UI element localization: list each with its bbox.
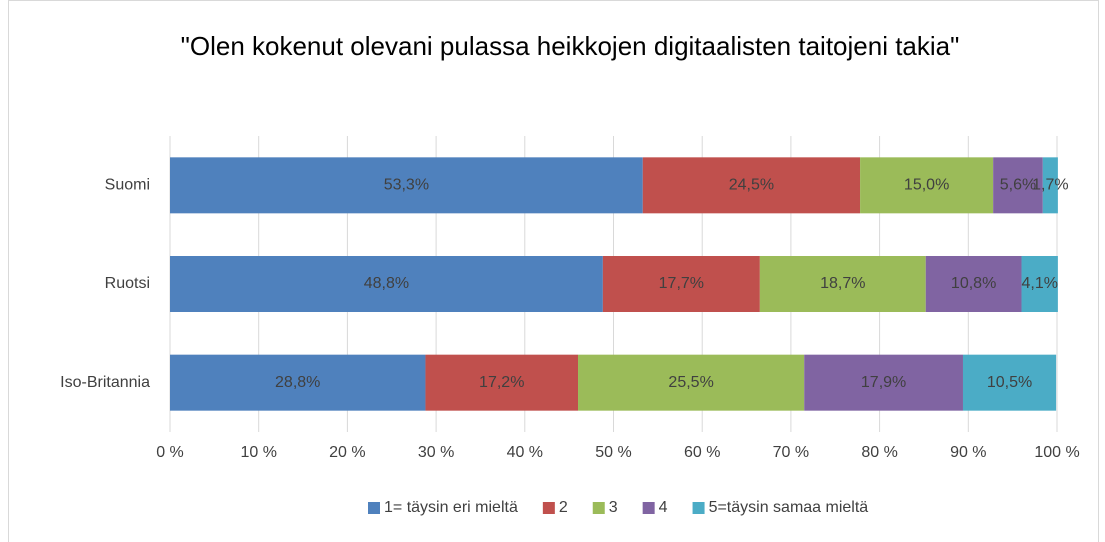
legend-label: 2 bbox=[559, 499, 568, 516]
data-label: 48,8% bbox=[364, 275, 409, 292]
bar-segment bbox=[925, 256, 1022, 312]
data-label: 15,0% bbox=[904, 177, 949, 194]
x-tick-label: 60 % bbox=[684, 444, 720, 461]
legend-swatch bbox=[642, 502, 655, 514]
chart-border bbox=[8, 0, 1099, 542]
x-tick-label: 40 % bbox=[507, 444, 543, 461]
x-tick-label: 10 % bbox=[240, 444, 276, 461]
x-tick-label: 50 % bbox=[595, 444, 631, 461]
x-tick-label: 0 % bbox=[156, 444, 184, 461]
legend-swatch bbox=[542, 502, 555, 514]
bar-segment bbox=[1042, 157, 1058, 214]
legend-label: 4 bbox=[659, 499, 668, 516]
chart-title: "Olen kokenut olevani pulassa heikkojen … bbox=[180, 31, 960, 61]
bar-segment bbox=[860, 157, 994, 214]
y-tick-label: Iso-Britannia bbox=[60, 374, 150, 391]
y-tick-label: Suomi bbox=[105, 177, 150, 194]
y-tick-label: Ruotsi bbox=[105, 275, 150, 292]
data-label: 10,8% bbox=[951, 275, 996, 292]
data-label: 24,5% bbox=[729, 177, 774, 194]
data-label: 28,8% bbox=[275, 374, 320, 391]
x-tick-label: 80 % bbox=[861, 444, 897, 461]
bar-segment bbox=[170, 157, 643, 214]
bar-segment bbox=[962, 354, 1057, 411]
legend-label: 3 bbox=[609, 499, 618, 516]
data-label: 17,9% bbox=[861, 374, 906, 391]
bar-segment bbox=[425, 354, 579, 411]
x-tick-label: 20 % bbox=[329, 444, 365, 461]
data-label: 1,7% bbox=[1032, 177, 1068, 194]
data-label: 4,1% bbox=[1021, 275, 1057, 292]
bar-segment bbox=[993, 157, 1043, 214]
bar-segment bbox=[642, 157, 861, 214]
data-label: 10,5% bbox=[987, 374, 1032, 391]
bar-segment bbox=[602, 256, 760, 312]
legend-swatch bbox=[692, 502, 705, 514]
bar-segment bbox=[804, 354, 963, 411]
data-label: 53,3% bbox=[384, 177, 429, 194]
bar-segment bbox=[170, 354, 426, 411]
bar-segment bbox=[170, 256, 603, 312]
bar-segment bbox=[1021, 256, 1058, 312]
x-tick-label: 90 % bbox=[950, 444, 986, 461]
data-label: 5,6% bbox=[1000, 177, 1036, 194]
legend-label: 5=täysin samaa mieltä bbox=[709, 499, 869, 516]
bar-segment bbox=[578, 354, 805, 411]
x-tick-label: 30 % bbox=[418, 444, 454, 461]
bar-segment bbox=[759, 256, 926, 312]
x-tick-label: 100 % bbox=[1034, 444, 1079, 461]
legend-label: 1= täysin eri mieltä bbox=[384, 499, 518, 516]
data-label: 18,7% bbox=[820, 275, 865, 292]
data-label: 17,2% bbox=[479, 374, 524, 391]
legend-swatch bbox=[368, 502, 380, 514]
data-label: 17,7% bbox=[659, 275, 704, 292]
x-tick-label: 70 % bbox=[773, 444, 809, 461]
legend-swatch bbox=[592, 502, 605, 514]
data-label: 25,5% bbox=[668, 374, 713, 391]
